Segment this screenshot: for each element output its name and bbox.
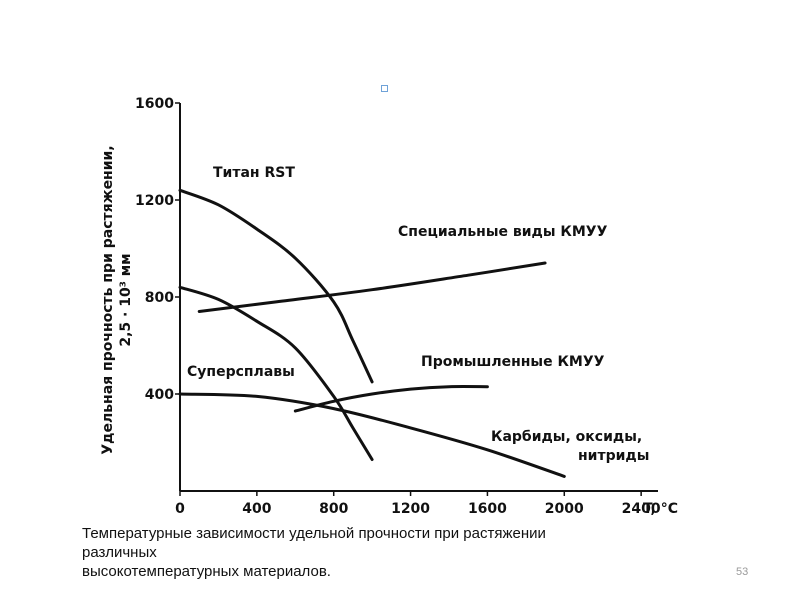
series-curves: [178, 188, 566, 478]
label-titan-rst: Титан RST: [213, 165, 295, 181]
caption-line-1: Температурные зависимости удельной прочн…: [82, 525, 546, 542]
titan-rst-curve: [178, 188, 374, 384]
special-kmuu-curve: [197, 261, 547, 313]
y-axis-label-line2: 2,5 · 10³ мм: [118, 253, 134, 346]
y-tick-label: 800: [145, 290, 174, 306]
industrial-kmuu-curve: [293, 385, 489, 413]
strength-temperature-chart: 0 400 800 1200 1600 2000 2400 400 800 1200 1600 У…: [100, 96, 678, 517]
x-axis-label: T, °C: [643, 501, 678, 517]
x-tick-label: 1600: [468, 501, 507, 517]
y-axis-label-line1: Удельная прочность при растяжении,: [100, 145, 116, 454]
x-tick-label: 1200: [391, 501, 430, 517]
selection-marker: [381, 85, 388, 92]
x-tick-label: 2400: [622, 501, 661, 517]
label-industrial-kmuu: Промышленные КМУУ: [421, 354, 605, 370]
x-ticks: 0 400 800 1200 1600 2000 2400: [175, 491, 661, 517]
caption-line-2: различных: [82, 544, 157, 561]
label-superalloys: Суперсплавы: [187, 364, 295, 380]
y-tick-label: 1200: [135, 193, 174, 209]
x-tick-label: 800: [319, 501, 348, 517]
caption-line-3: высокотемпературных материалов.: [82, 563, 331, 580]
figure-caption: Температурные зависимости удельной прочн…: [82, 524, 702, 581]
superalloys-curve: [178, 285, 374, 461]
carbides-oxides-nitrides-curve: [178, 392, 566, 478]
y-ticks: 400 800 1200 1600: [135, 96, 180, 403]
x-tick-label: 0: [175, 501, 185, 517]
slide-number: 53: [736, 566, 749, 578]
x-tick-label: 2000: [545, 501, 584, 517]
y-tick-label: 400: [145, 387, 174, 403]
x-tick-label: 400: [242, 501, 271, 517]
label-special-kmuu: Специальные виды КМУУ: [398, 224, 608, 240]
label-carbides-line2: нитриды: [578, 448, 649, 464]
y-axis-label: Удельная прочность при растяжении, 2,5 ·…: [100, 145, 134, 454]
y-tick-label: 1600: [135, 96, 174, 112]
label-carbides-line1: Карбиды, оксиды,: [491, 429, 642, 445]
